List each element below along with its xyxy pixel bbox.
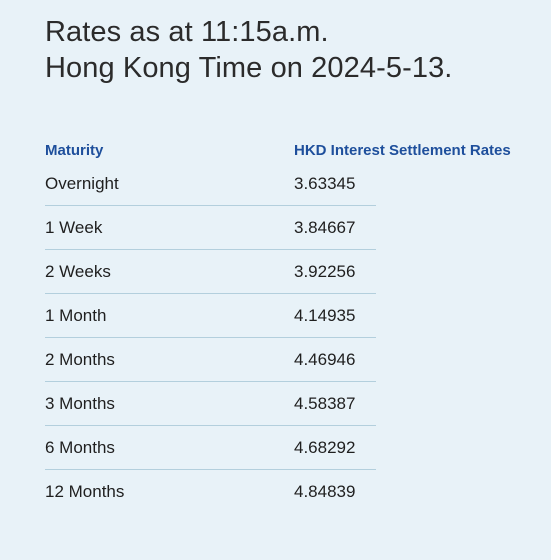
rate-cell: 3.84667 [294, 217, 356, 237]
maturity-cell: 1 Week [45, 217, 103, 237]
table-row: 2 Months 4.46946 [45, 338, 376, 382]
maturity-cell: 1 Month [45, 305, 107, 325]
table-header: Maturity HKD Interest Settlement Rates [45, 138, 545, 162]
maturity-cell: 3 Months [45, 393, 115, 413]
table-row: 1 Week 3.84667 [45, 206, 376, 250]
maturity-cell: 6 Months [45, 437, 115, 457]
maturity-cell: 2 Weeks [45, 261, 111, 281]
table-row: 1 Month 4.14935 [45, 294, 376, 338]
rates-table: Maturity HKD Interest Settlement Rates O… [45, 138, 545, 513]
rate-cell: 3.63345 [294, 173, 356, 193]
maturity-cell: 12 Months [45, 481, 125, 501]
rate-cell: 4.68292 [294, 437, 356, 457]
rate-column-header: HKD Interest Settlement Rates [294, 141, 511, 159]
table-row: 12 Months 4.84839 [45, 470, 376, 513]
page-title: Rates as at 11:15a.m. Hong Kong Time on … [45, 14, 452, 86]
rate-cell: 3.92256 [294, 261, 356, 281]
title-line-1: Rates as at 11:15a.m. [45, 16, 329, 48]
rate-cell: 4.58387 [294, 393, 356, 413]
table-row: 6 Months 4.68292 [45, 426, 376, 470]
rate-cell: 4.14935 [294, 305, 356, 325]
rate-cell: 4.84839 [294, 481, 356, 501]
table-row: 3 Months 4.58387 [45, 382, 376, 426]
table-row: 2 Weeks 3.92256 [45, 250, 376, 294]
maturity-cell: 2 Months [45, 349, 115, 369]
rate-cell: 4.46946 [294, 349, 356, 369]
maturity-column-header: Maturity [45, 141, 104, 159]
maturity-cell: Overnight [45, 173, 119, 193]
table-row: Overnight 3.63345 [45, 162, 376, 206]
title-line-2: Hong Kong Time on 2024-5-13. [45, 52, 453, 84]
